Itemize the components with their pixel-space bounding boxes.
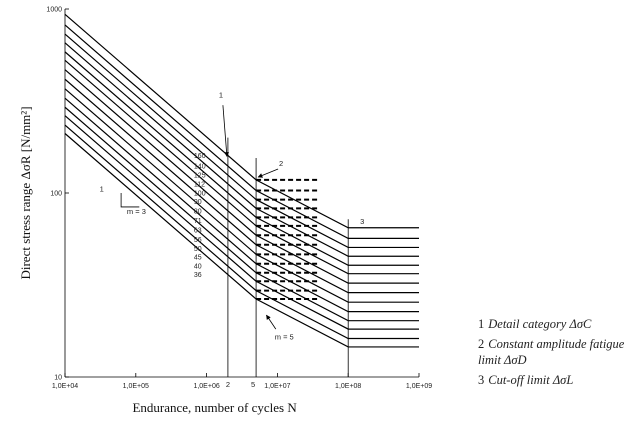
x-tick-label: 1,0E+05 [123, 383, 149, 390]
legend-item-cutoff-limit: 3 Cut-off limit ΔσL [478, 372, 643, 388]
legend-num: 1 [478, 317, 485, 331]
legend-symbol: ΔσC [569, 317, 592, 331]
legend-symbol: ΔσL [552, 373, 574, 387]
sn-curve-160 [64, 13, 419, 229]
category-label-45: 45 [194, 254, 202, 261]
sn-curve-140 [64, 24, 419, 239]
vline-label-constant: 5 [251, 380, 255, 389]
x-tick-label: 1,0E+04 [52, 383, 78, 390]
legend-item-constant-amplitude: 2 Constant amplitude fatigue limit ΔσD [478, 336, 643, 368]
x-tick-label: 1,0E+07 [264, 383, 290, 390]
vline-label-detail: 2 [226, 380, 230, 389]
sn-curve-71 [64, 78, 419, 294]
sn-curve-50 [64, 106, 419, 322]
marker-one-upper: 1 [219, 91, 223, 100]
y-tick-label: 10 [54, 375, 62, 382]
category-label-160: 160 [194, 153, 206, 160]
y-tick-label: 1000 [46, 7, 62, 14]
x-tick-label: 1,0E+06 [193, 383, 219, 390]
slope-indicator-upper [120, 193, 140, 208]
y-axis-title: Direct stress range ΔσR [N/mm²] [18, 106, 33, 279]
sn-curve-45 [64, 115, 419, 330]
x-axis-title: Endurance, number of cycles N [132, 400, 297, 415]
category-label-140: 140 [194, 164, 206, 171]
sn-curve-63 [64, 88, 419, 303]
slope-label-upper: m = 3 [127, 207, 146, 216]
sn-curve-90 [64, 59, 419, 275]
marker-three: 3 [360, 217, 364, 226]
slope-label-lower: m = 5 [275, 332, 294, 341]
category-label-80: 80 [194, 208, 202, 215]
sn-curve-125 [64, 33, 419, 249]
marker-one-arrow [222, 105, 229, 157]
legend-item-detail-category: 1 Detail category ΔσC [478, 316, 643, 332]
legend-text: Detail category [488, 317, 570, 331]
sn-curve-56 [64, 97, 419, 313]
marker-two: 2 [279, 159, 283, 168]
category-label-90: 90 [194, 199, 202, 206]
sn-curve-36 [64, 133, 419, 348]
marker-one-slope: 1 [100, 184, 104, 193]
legend-symbol: ΔσD [504, 353, 527, 367]
x-tick-label: 1,0E+08 [335, 383, 361, 390]
category-label-50: 50 [194, 246, 202, 253]
category-label-112: 112 [194, 181, 205, 188]
sn-curve-100 [64, 51, 419, 266]
legend-num: 2 [478, 337, 485, 351]
legend-text: Cut-off limit [488, 373, 553, 387]
category-label-40: 40 [194, 264, 202, 271]
marker-two-arrow [257, 168, 279, 178]
x-tick-label: 1,0E+09 [406, 383, 432, 390]
sn-curve-40 [64, 124, 419, 340]
slope-arrow-lower [266, 314, 277, 330]
legend-text: Constant amplitude fatigue limit [478, 337, 625, 367]
category-label-71: 71 [194, 218, 202, 225]
category-label-125: 125 [194, 173, 206, 180]
sn-curve-80 [64, 69, 419, 284]
sn-curve-112 [64, 42, 419, 257]
category-label-56: 56 [194, 237, 202, 244]
category-label-36: 36 [194, 272, 202, 279]
legend: 1 Detail category ΔσC 2 Constant amplitude… [478, 316, 643, 388]
y-tick-label: 100 [50, 191, 62, 198]
legend-num: 3 [478, 373, 485, 387]
category-label-63: 63 [194, 227, 202, 234]
category-label-100: 100 [194, 191, 206, 198]
